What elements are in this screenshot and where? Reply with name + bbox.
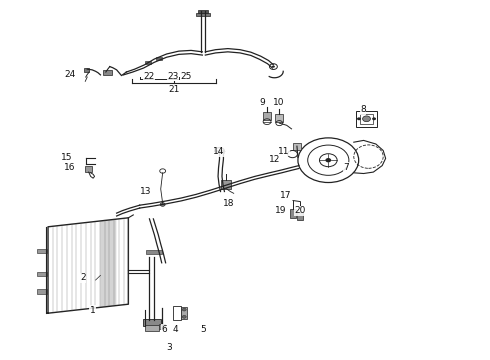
Text: 24: 24 [65,71,76,79]
Circle shape [160,203,165,206]
Text: 20: 20 [294,206,305,215]
Bar [360,114,373,124]
Text: 5: 5 [200,325,206,334]
Circle shape [182,315,186,318]
Text: 25: 25 [180,72,192,81]
Bar [85,166,92,172]
Bar [181,307,187,319]
Bar [37,249,47,253]
Bar [356,111,377,127]
Bar [143,319,161,326]
Bar [145,325,159,331]
Circle shape [357,117,361,120]
Bar [275,114,283,122]
Bar [103,70,112,75]
Circle shape [325,158,331,162]
Bar [263,112,271,120]
Bar [221,180,231,189]
Bar [37,272,47,276]
Text: 21: 21 [168,85,180,94]
Text: 12: 12 [269,154,280,163]
Circle shape [272,66,275,68]
Bar [173,306,181,320]
Text: 7: 7 [343,163,349,172]
Bar [37,289,47,294]
Bar [216,150,224,153]
Bar [84,68,89,72]
Text: 11: 11 [278,147,289,156]
Text: 3: 3 [166,343,172,352]
Bar [198,10,208,13]
Bar [297,212,303,220]
Text: 8: 8 [360,105,366,114]
Text: 13: 13 [141,187,152,196]
Text: 1: 1 [90,306,96,315]
Bar [290,209,296,218]
Text: 16: 16 [65,163,76,172]
Text: 17: 17 [280,191,292,199]
Bar [146,250,162,254]
Bar [196,13,210,16]
Text: 4: 4 [172,325,178,334]
Text: 23: 23 [168,72,179,81]
Text: 22: 22 [143,72,154,81]
Text: 19: 19 [275,206,287,215]
Bar [156,57,162,60]
Text: 18: 18 [223,199,234,208]
Text: 14: 14 [213,148,224,156]
Circle shape [182,308,186,311]
Text: 9: 9 [260,98,266,107]
Circle shape [363,116,370,122]
Bar [145,61,151,64]
Text: 15: 15 [61,153,73,162]
Text: 6: 6 [161,325,167,334]
Circle shape [372,117,376,120]
Text: 2: 2 [80,274,86,282]
Bar [159,324,165,329]
Polygon shape [100,219,116,307]
Text: 10: 10 [273,98,285,107]
Bar [293,143,301,150]
